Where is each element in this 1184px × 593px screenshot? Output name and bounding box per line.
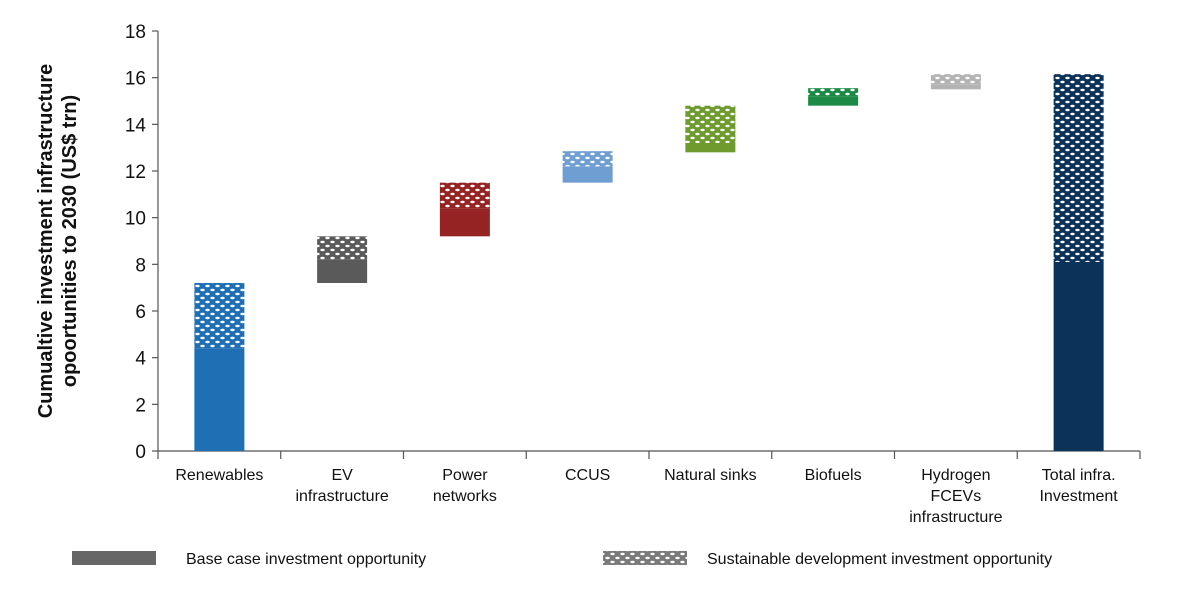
category-label: Biofuels (805, 467, 862, 484)
y-tick-label: 18 (125, 22, 146, 43)
y-tick-label: 4 (135, 349, 146, 370)
category-label: Power networks (433, 467, 497, 505)
y-tick-label: 2 (135, 395, 146, 416)
bar-sustainable (1053, 74, 1104, 263)
category-label: Total infra. Investment (1039, 467, 1118, 505)
category-label: Hydrogen FCEVs infrastructure (909, 467, 1002, 526)
bar-sustainable (685, 105, 736, 143)
legend-swatch-base-case (72, 551, 156, 565)
bar-sustainable (317, 236, 368, 260)
bar-base-case (317, 259, 368, 283)
category-labels: Renewables EV infrastructure Power networks C… (175, 467, 1118, 526)
bar-base-case (808, 96, 859, 106)
legend-label-sustainable: Sustainable development investment oppor… (707, 551, 1052, 568)
bar-base-case (439, 208, 490, 237)
bar-sustainable (808, 88, 859, 97)
bar-base-case (930, 84, 981, 90)
bars (194, 74, 1104, 451)
legend-swatch-sustainable (603, 551, 687, 565)
y-tick-label: 16 (125, 69, 146, 90)
legend: Base case investment opportunity Sustaina… (72, 551, 1052, 568)
bar-base-case (562, 166, 613, 183)
bar-base-case (1053, 262, 1104, 451)
y-tick-label: 14 (125, 115, 147, 136)
category-label: Natural sinks (664, 467, 756, 484)
bar-base-case (194, 348, 245, 451)
y-tick-label: 0 (135, 442, 146, 463)
y-tick-label: 8 (135, 255, 146, 276)
bar-sustainable (194, 283, 245, 349)
y-axis-title: Cumualtive investment infrastructure opoo… (35, 64, 81, 419)
category-label: EV infrastructure (295, 467, 388, 505)
bar-base-case (685, 143, 736, 153)
y-tick-label: 10 (125, 209, 146, 230)
bar-sustainable (562, 151, 613, 167)
category-label: CCUS (565, 467, 610, 484)
bar-sustainable (439, 182, 490, 209)
y-axis-label: Cumualtive investment infrastructure opoo… (35, 64, 81, 419)
y-tick-label: 6 (135, 302, 146, 323)
legend-label-base-case: Base case investment opportunity (186, 551, 426, 568)
axes: 0 2 4 6 8 10 12 14 16 18 (125, 22, 1141, 463)
bar-sustainable (930, 74, 981, 85)
y-tick-label: 12 (125, 162, 146, 183)
category-label: Renewables (175, 467, 263, 484)
